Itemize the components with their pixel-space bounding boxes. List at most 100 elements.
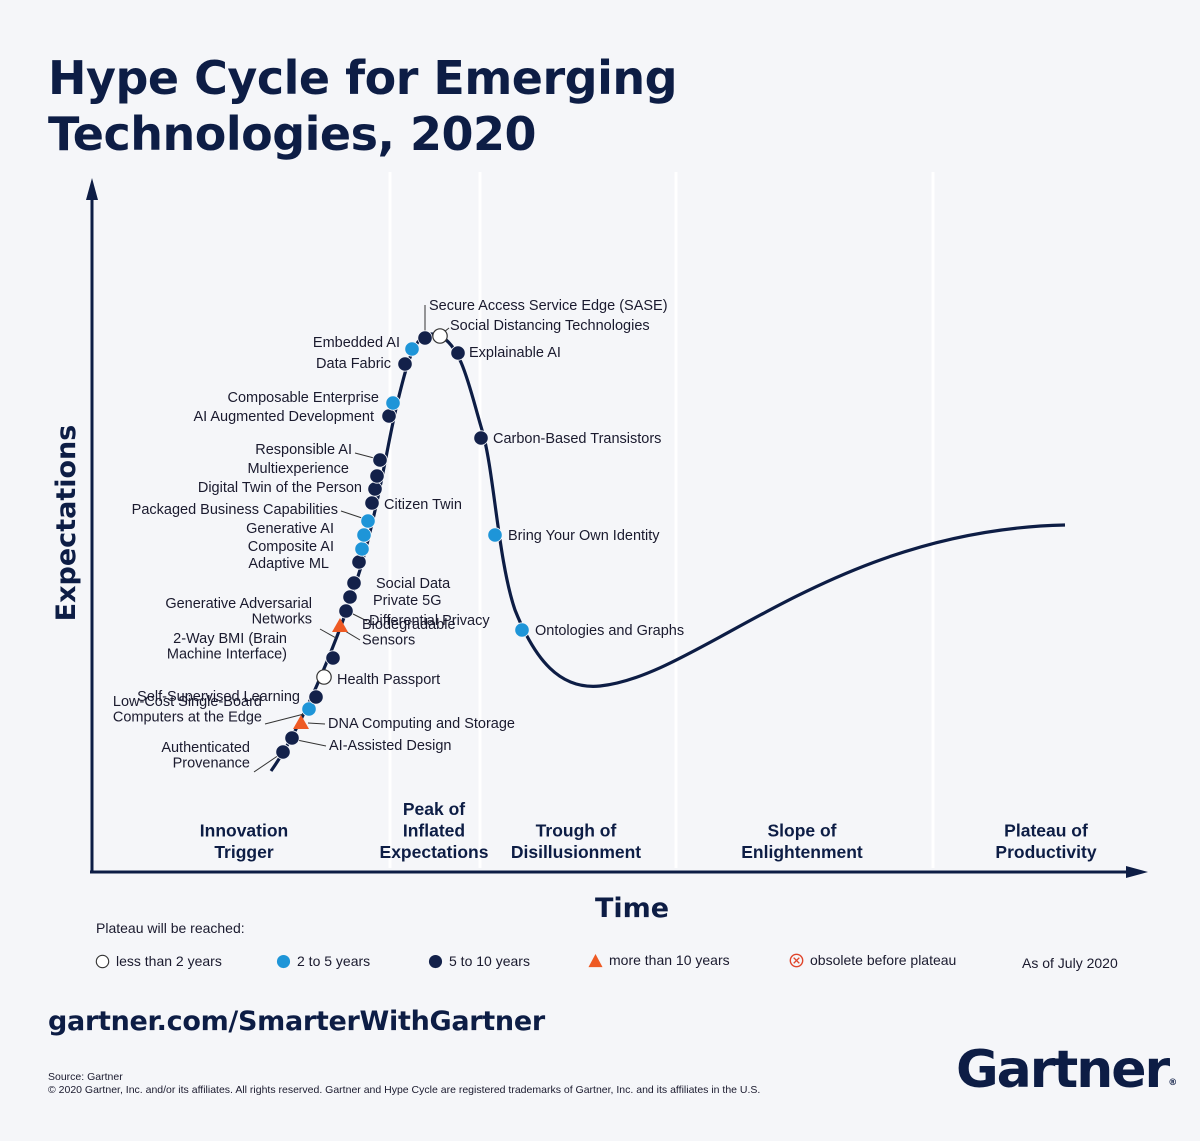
technology-label: Responsible AI	[255, 442, 352, 458]
legend-item-obsolete: obsolete before plateau	[789, 952, 956, 968]
technology-label: Explainable AI	[469, 345, 561, 361]
technology-marker[interactable]	[487, 527, 503, 543]
technology-marker[interactable]	[338, 603, 354, 619]
leader-line	[319, 628, 337, 639]
technology-marker[interactable]	[346, 575, 362, 591]
technology-marker[interactable]	[404, 341, 420, 357]
logo-text: Gartner	[956, 1040, 1170, 1100]
technology-label: Multiexperience	[247, 461, 349, 477]
legend-item-lt2: less than 2 years	[95, 953, 222, 969]
technology-marker[interactable]	[356, 527, 372, 543]
technology-label: Authenticated Provenance	[161, 740, 250, 772]
technology-label: Differential Privacy	[369, 613, 490, 629]
technology-label: Low-Cost Single-Board Computers at the Ed…	[113, 694, 262, 726]
registered-mark: ®	[1168, 1078, 1178, 1088]
obsolete-x-circle-icon	[789, 953, 804, 967]
source-note: Source: Gartner	[48, 1071, 123, 1083]
technology-marker[interactable]	[432, 328, 448, 344]
footer-url[interactable]: gartner.com/SmarterWithGartner	[48, 1006, 545, 1037]
technology-label: AI-Assisted Design	[329, 738, 452, 754]
legend-label: 5 to 10 years	[449, 953, 530, 969]
gartner-logo: Gartner®	[956, 1040, 1177, 1100]
phase-label: Plateau of Productivity	[995, 821, 1096, 863]
technology-marker[interactable]	[450, 345, 466, 361]
leader-line	[264, 713, 305, 725]
technology-label: Bring Your Own Identity	[508, 528, 660, 544]
technology-marker[interactable]	[381, 408, 397, 424]
technology-marker[interactable]	[364, 495, 380, 511]
x-axis-label: Time	[595, 893, 669, 924]
legend-label: 2 to 5 years	[297, 953, 371, 969]
phase-label: Innovation Trigger	[200, 821, 288, 863]
technology-label: Private 5G	[373, 593, 442, 609]
technology-label: Data Fabric	[316, 356, 391, 372]
technology-marker[interactable]	[293, 715, 309, 729]
technology-marker[interactable]	[385, 395, 401, 411]
legend-label: more than 10 years	[609, 952, 730, 968]
legend-label: less than 2 years	[116, 953, 222, 969]
phase-dividers	[388, 172, 935, 868]
technology-marker[interactable]	[308, 689, 324, 705]
phase-label: Slope of Enlightenment	[741, 821, 863, 863]
technology-label: Secure Access Service Edge (SASE)	[429, 298, 668, 314]
technology-label: Composite AI	[248, 539, 334, 555]
legend-item-2to5: 2 to 5 years	[276, 953, 370, 969]
y-axis-label: Expectations	[51, 425, 82, 622]
as-of-date: As of July 2020	[1022, 955, 1118, 971]
technology-label: Generative AI	[246, 521, 334, 537]
technology-marker[interactable]	[325, 650, 341, 666]
technology-label: Citizen Twin	[384, 497, 462, 513]
copyright-note: © 2020 Gartner, Inc. and/or its affiliat…	[48, 1084, 761, 1096]
title-line-1: Hype Cycle for Emerging	[48, 51, 678, 105]
blue-circle-icon	[276, 954, 291, 968]
technology-label: Embedded AI	[313, 335, 400, 351]
phase-labels: Innovation Trigger Peak of Inflated Expectat…	[200, 799, 1097, 862]
phase-label: Peak of Inflated Expectations	[380, 799, 489, 862]
y-axis-arrow	[86, 178, 98, 200]
technology-marker[interactable]	[514, 622, 530, 638]
technology-label: Ontologies and Graphs	[535, 623, 684, 639]
technology-markers	[275, 328, 530, 760]
technology-marker[interactable]	[372, 452, 388, 468]
navy-circle-icon	[428, 954, 443, 968]
phase-label: Trough of Disillusionment	[511, 821, 641, 863]
leader-lines	[253, 305, 450, 773]
technology-marker[interactable]	[316, 669, 332, 685]
leader-line	[296, 739, 327, 747]
technology-label: Carbon-Based Transistors	[493, 431, 661, 447]
technology-marker[interactable]	[369, 468, 385, 484]
technology-marker[interactable]	[284, 730, 300, 746]
technology-label: Health Passport	[337, 672, 440, 688]
axes	[86, 178, 1148, 878]
technology-marker[interactable]	[354, 541, 370, 557]
technology-label: Self-Supervised Learning	[137, 689, 300, 705]
technology-marker[interactable]	[367, 481, 383, 497]
technology-marker[interactable]	[417, 330, 433, 346]
technology-label: Digital Twin of the Person	[198, 480, 362, 496]
technology-marker[interactable]	[332, 618, 348, 632]
leader-line	[340, 510, 363, 519]
page-title: Hype Cycle for Emerging Technologies, 20…	[48, 50, 678, 162]
technology-marker[interactable]	[397, 356, 413, 372]
technology-marker[interactable]	[473, 430, 489, 446]
technology-label: Social Data	[376, 576, 451, 592]
technology-marker[interactable]	[360, 513, 376, 529]
technology-marker[interactable]	[342, 589, 358, 605]
leader-line	[350, 612, 368, 622]
hollow-circle-icon	[95, 954, 110, 968]
orange-triangle-icon	[588, 953, 603, 967]
legend-item-gt10: more than 10 years	[588, 952, 730, 968]
technology-label: Packaged Business Capabilities	[132, 502, 338, 518]
technology-marker[interactable]	[275, 744, 291, 760]
leader-line	[253, 754, 280, 773]
technology-label: Generative Adversarial Networks	[165, 596, 312, 628]
leader-line	[307, 722, 326, 725]
technology-label: AI Augmented Development	[193, 409, 374, 425]
technology-marker[interactable]	[301, 701, 317, 717]
technology-marker[interactable]	[351, 554, 367, 570]
technology-label: DNA Computing and Storage	[328, 716, 515, 732]
technology-label: Adaptive ML	[248, 556, 329, 572]
technology-labels: Authenticated Provenance AI-Assisted Desig…	[113, 298, 684, 772]
x-axis-arrow	[1126, 866, 1148, 878]
